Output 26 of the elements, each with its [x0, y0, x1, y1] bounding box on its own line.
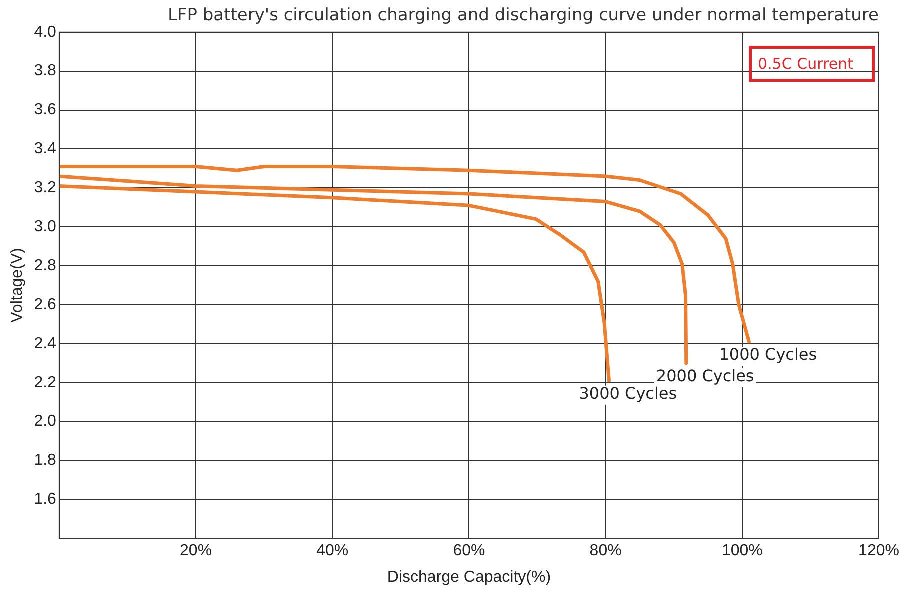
series-label: 2000 Cycles — [656, 366, 754, 386]
y-tick-label: 2.2 — [34, 374, 57, 392]
y-tick-label: 2.4 — [34, 335, 57, 352]
y-tick-label: 4.0 — [34, 24, 57, 41]
y-tick-label: 2.6 — [34, 296, 57, 314]
x-tick-label: 100% — [722, 542, 763, 560]
y-tick-label: 3.8 — [34, 62, 57, 80]
series-label: 1000 Cycles — [719, 345, 818, 364]
y-tick-label: 3.4 — [34, 140, 57, 158]
y-tick-label: 2.0 — [34, 413, 57, 430]
x-tick-label: 40% — [316, 542, 349, 560]
x-tick-label: 20% — [180, 542, 212, 560]
y-tick-label: 3.0 — [34, 218, 57, 236]
series-label: 3000 Cycles — [579, 384, 678, 404]
y-tick-label: 1.6 — [34, 491, 57, 508]
x-tick-label: 120% — [858, 542, 900, 560]
x-tick-label: 80% — [590, 542, 622, 560]
x-tick-label: 60% — [453, 542, 486, 560]
annotation: 0.5C Current — [749, 46, 875, 82]
y-tick-label: 1.8 — [34, 452, 57, 470]
chart-title: LFP battery's circulation charging and discharging curve under normal temperature — [168, 6, 879, 26]
y-tick-label: 3.6 — [34, 102, 57, 119]
y-axis-title: Voltage(V) — [9, 248, 26, 323]
y-tick-label: 2.8 — [34, 257, 57, 274]
x-axis-title: Discharge Capacity(%) — [387, 568, 552, 586]
y-tick-label: 3.2 — [34, 180, 57, 197]
